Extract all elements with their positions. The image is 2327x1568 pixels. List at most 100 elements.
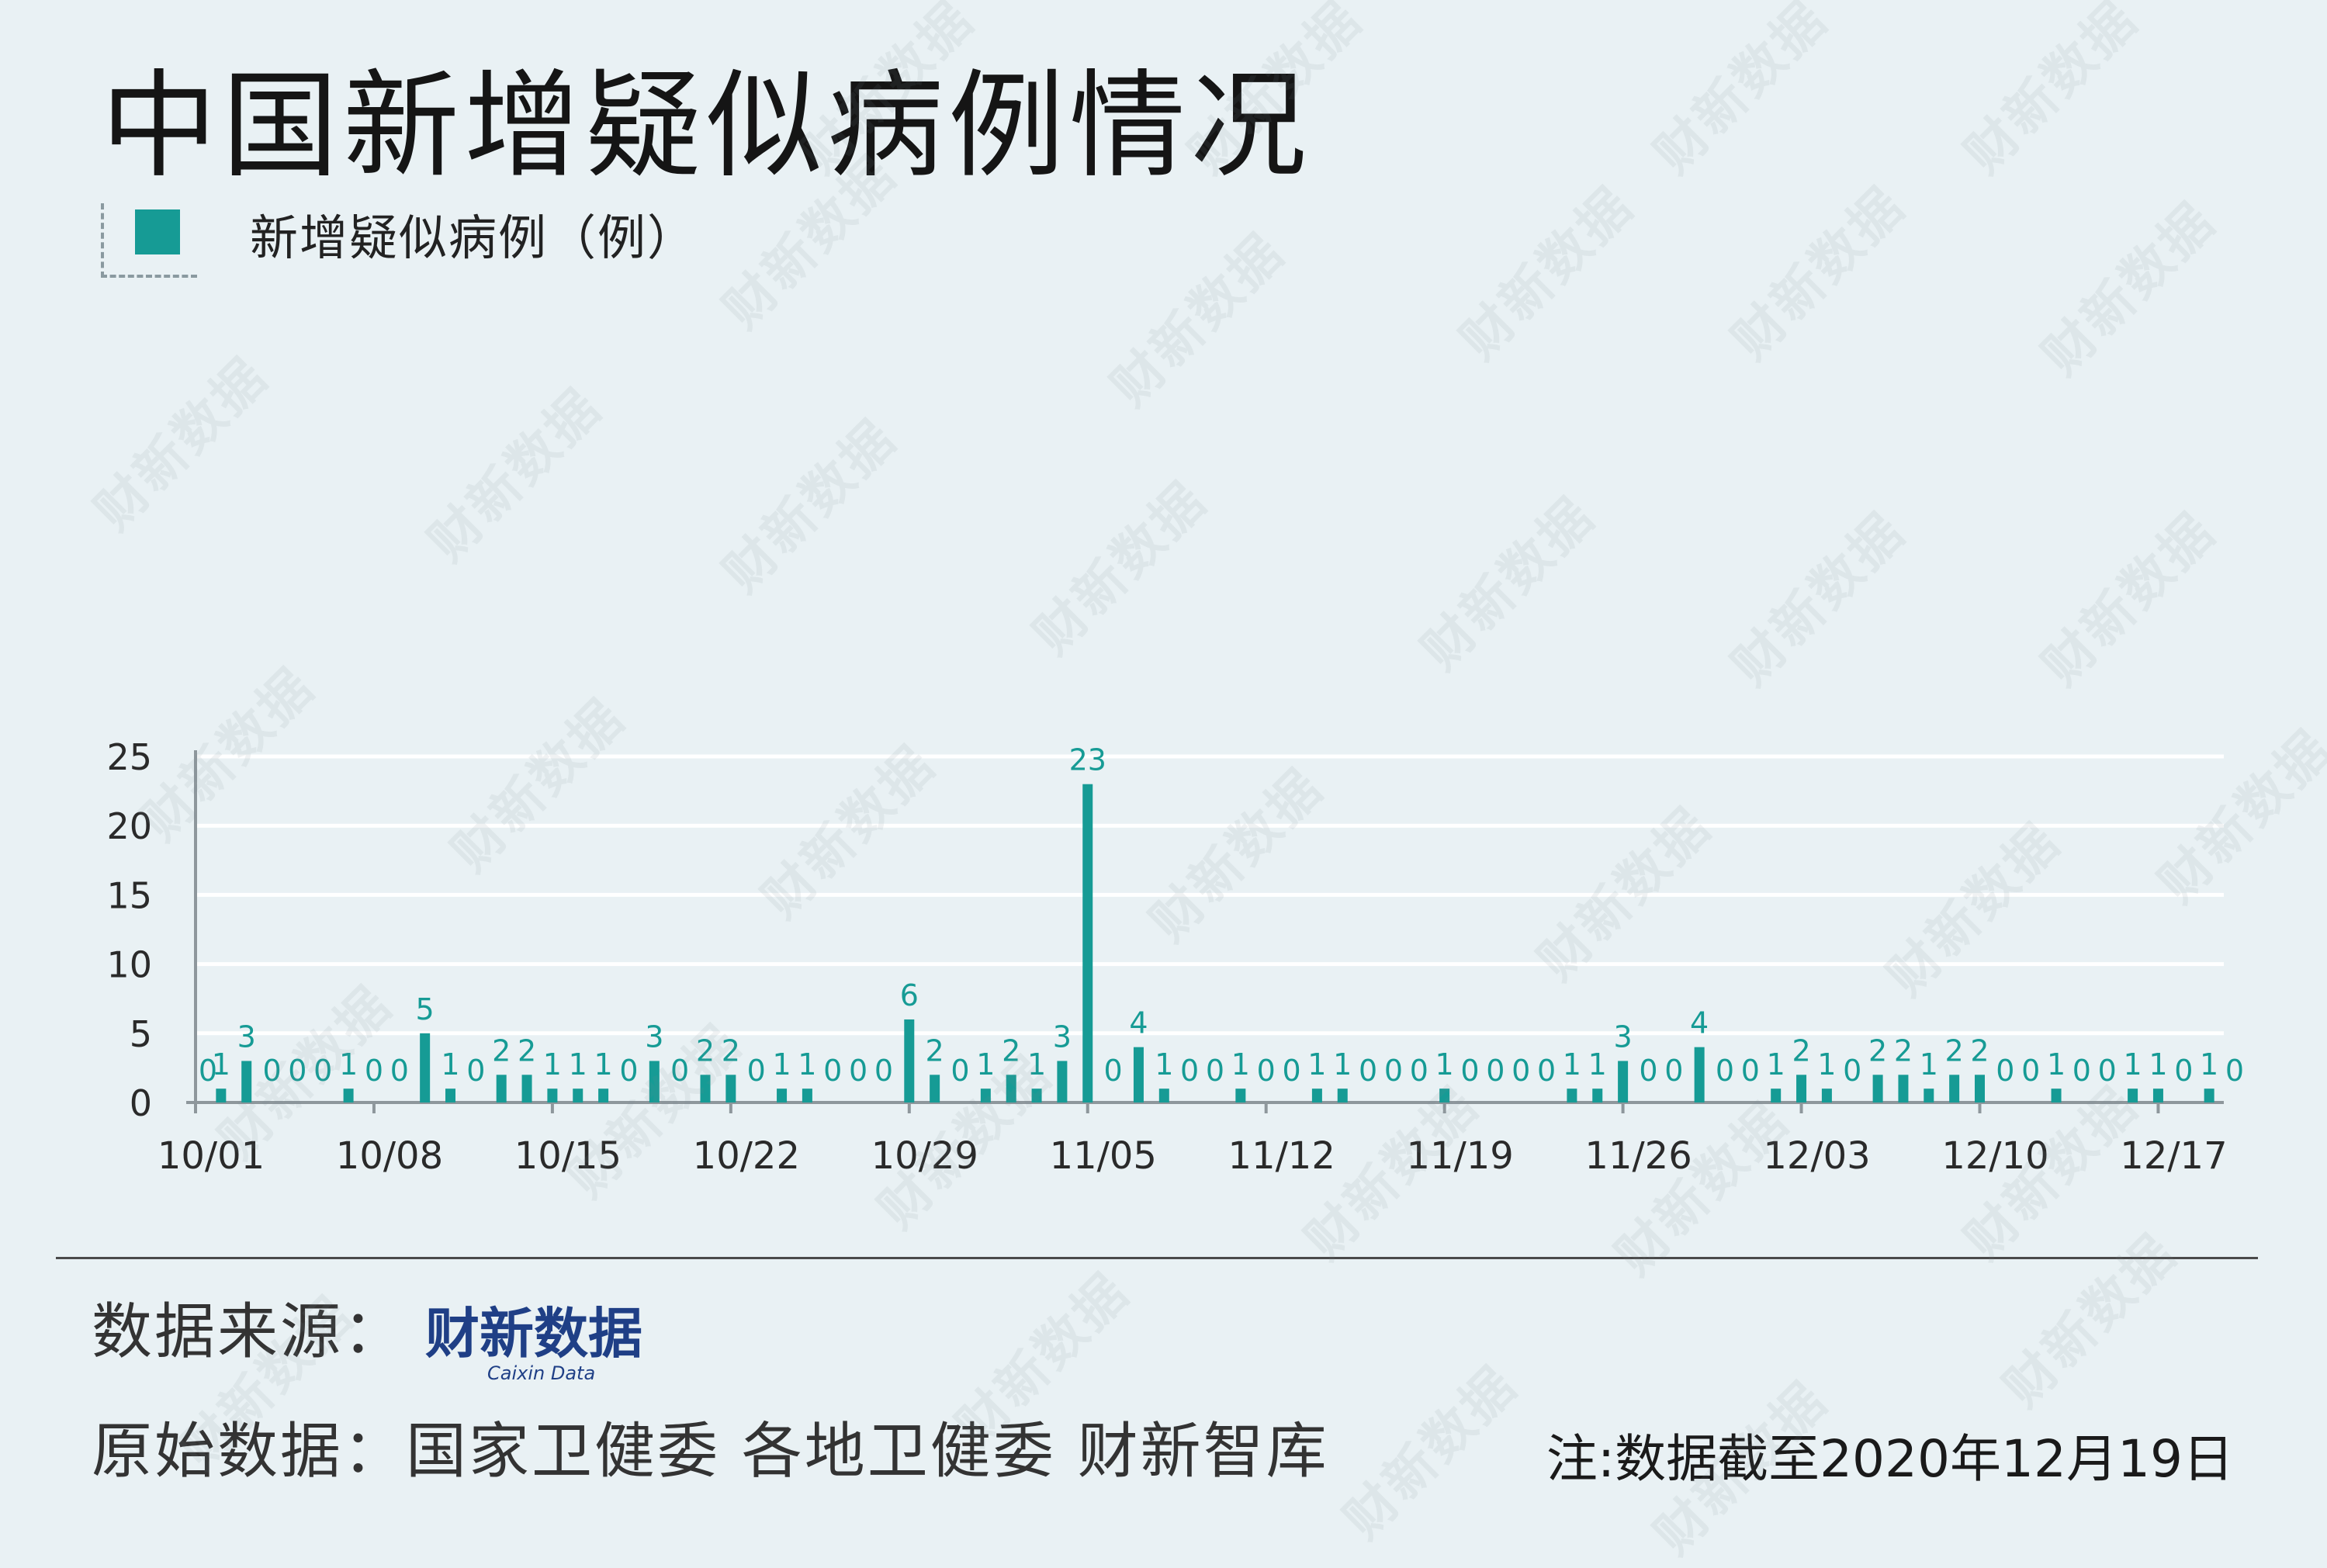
bar-value-label: 1 [441,1047,459,1082]
brand-en: Caixin Data [487,1362,595,1384]
bar-value-label: 1 [1155,1047,1173,1082]
bar [904,1019,915,1102]
bar [1924,1089,1934,1102]
bar [1821,1089,1832,1102]
x-tick-label: 11/12 [1228,1134,1335,1178]
bar [802,1089,812,1102]
bar-value-label: 1 [772,1047,791,1082]
bar-value-label: 1 [2149,1047,2167,1082]
raw-data-label: 原始数据：国家卫健委 各地卫健委 财新智库 [92,1417,1329,1487]
bar [700,1075,711,1102]
bar [649,1061,660,1102]
bar-value-label: 1 [1817,1047,1836,1082]
bar-value-label: 1 [1588,1047,1607,1082]
bar-value-label: 0 [199,1054,217,1088]
bar [1031,1089,1042,1102]
bar-value-label: 0 [390,1054,409,1088]
bar-value-label: 0 [951,1054,969,1088]
bar-value-label: 2 [1002,1033,1020,1068]
bar [1337,1089,1348,1102]
caixin-data-logo: 财新数据 Caixin Data [425,1302,642,1384]
bar-value-label: 0 [313,1054,332,1088]
bar-value-label: 1 [1027,1047,1046,1082]
watermark: 财新数据 [1332,1354,1529,1551]
bar-value-label: 0 [670,1054,689,1088]
bar [1235,1089,1246,1102]
footer-divider [56,1257,2258,1259]
bar [1082,784,1093,1102]
chart-title: 中国新增疑似病例情况 [101,59,1312,194]
bar-value-label: 0 [849,1054,867,1088]
bar [1133,1047,1144,1102]
bar-value-label: 0 [2072,1054,2091,1088]
bar-value-label: 0 [1206,1054,1224,1088]
bar-value-label: 4 [1129,1006,1148,1040]
bar-value-label: 0 [2225,1054,2244,1088]
bar-value-label: 0 [262,1054,281,1088]
bar [521,1075,532,1102]
bar-value-label: 23 [1069,743,1106,777]
watermark: 财新数据 [1720,175,1917,372]
bar [2051,1089,2062,1102]
bar-value-label: 3 [645,1019,663,1054]
bar [980,1089,991,1102]
bar-value-label: 0 [747,1054,766,1088]
bar-value-label: 4 [1690,1006,1709,1040]
bar-value-label: 1 [1307,1047,1326,1082]
watermark: 财新数据 [1643,0,1840,185]
x-tick-label: 10/01 [158,1134,265,1178]
bar-value-label: 1 [2124,1047,2142,1082]
bar [1158,1089,1169,1102]
brand-cn: 财新数据 [425,1302,642,1366]
bar [1006,1075,1016,1102]
bar-value-label: 2 [1970,1033,1989,1068]
bar-value-label: 1 [1435,1047,1454,1082]
y-tick-label: 10 [106,944,152,986]
bar-value-label: 0 [1741,1054,1760,1088]
bar-value-label: 1 [339,1047,358,1082]
bar [496,1075,507,1102]
y-tick-label: 5 [130,1013,152,1055]
bar-value-label: 1 [1333,1047,1352,1082]
cutoff-note: 注:数据截至2020年12月19日 [1546,1429,2234,1489]
bar [445,1089,455,1102]
bar-value-label: 2 [696,1033,715,1068]
x-tick-label: 11/26 [1584,1134,1692,1178]
bar-value-label: 1 [594,1047,613,1082]
bar-value-label: 0 [1639,1054,1657,1088]
bar-value-label: 0 [2174,1054,2193,1088]
bar [547,1089,558,1102]
y-tick-label: 0 [130,1082,152,1124]
watermark: 财新数据 [1449,175,1646,372]
bar-value-label: 0 [1104,1054,1123,1088]
x-tick-label: 11/19 [1406,1134,1513,1178]
bar-value-label: 3 [1614,1019,1633,1054]
bar-value-label: 0 [466,1054,485,1088]
bar [930,1075,940,1102]
bar-value-label: 1 [1231,1047,1250,1082]
bar-value-label: 1 [2200,1047,2218,1082]
x-tick-label: 12/17 [2120,1134,2227,1178]
bar [1975,1075,1985,1102]
bar [598,1089,609,1102]
bar-value-label: 0 [2098,1054,2117,1088]
bar [1796,1075,1807,1102]
bar-value-label: 2 [518,1033,536,1068]
bar [573,1089,583,1102]
bar [1567,1089,1577,1102]
x-tick-label: 10/08 [336,1134,443,1178]
bar-value-label: 0 [2021,1054,2040,1088]
bar-value-label: 1 [212,1047,230,1082]
bar [216,1089,227,1102]
y-tick-label: 25 [106,736,152,778]
bar [1592,1089,1603,1102]
bar-value-label: 1 [1767,1047,1785,1082]
x-tick-label: 10/29 [871,1134,978,1178]
bar [343,1089,354,1102]
bar-value-label: 0 [1384,1054,1403,1088]
bar [420,1033,431,1102]
bar-value-label: 2 [722,1033,740,1068]
bar-value-label: 0 [1486,1054,1505,1088]
bar [1057,1061,1068,1102]
source-label: 数据来源： [92,1297,407,1367]
